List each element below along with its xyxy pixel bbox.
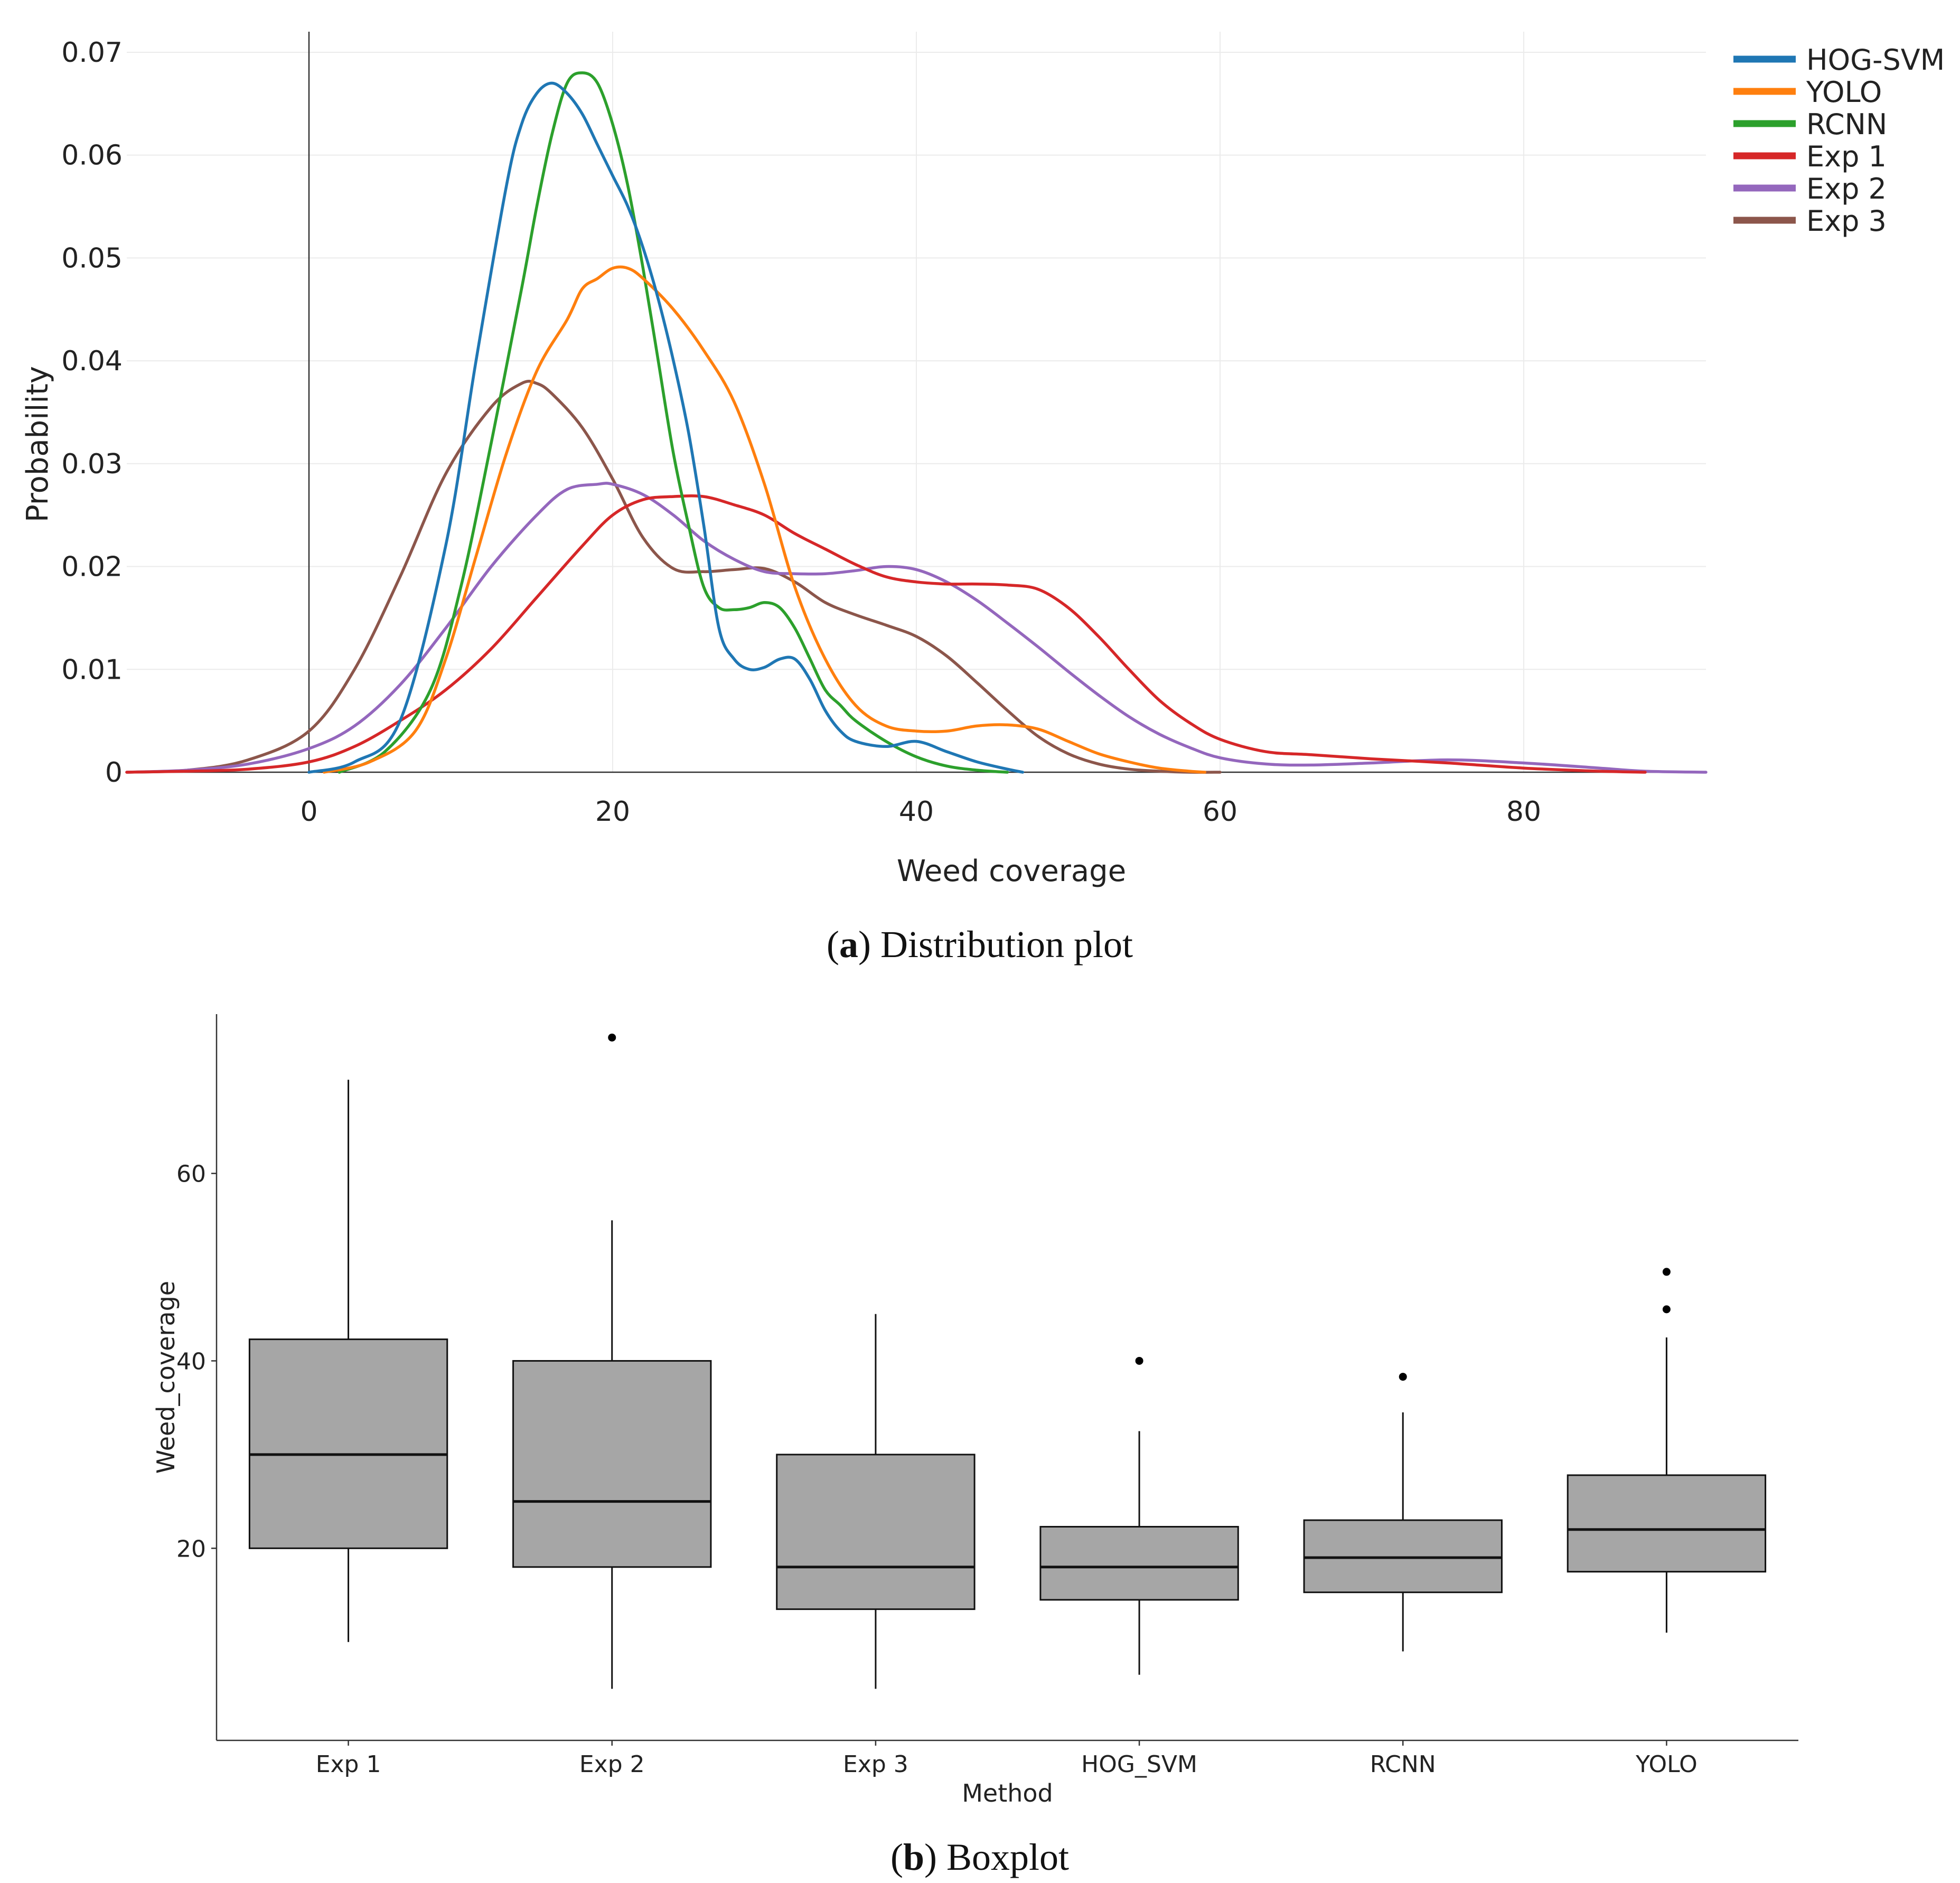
boxplot-x-tick-label: Exp 2 — [579, 1751, 645, 1778]
boxplot-x-tick-label: Exp 1 — [316, 1751, 381, 1778]
y-tick-label: 0.02 — [61, 551, 123, 583]
boxplot-tick-labels: 20 40 60 Exp 1 Exp 2 Exp 3 HOG_SVM RCNN YOLO — [176, 1161, 1698, 1778]
y-axis-title: Probability — [21, 366, 55, 522]
box-exp-3 — [776, 1314, 976, 1689]
y-tick-label: 0 — [105, 757, 123, 789]
legend-item-exp-2: Exp 2 — [1733, 172, 1887, 205]
boxplot-y-tick-label: 20 — [176, 1535, 206, 1562]
legend-label: Exp 3 — [1806, 204, 1887, 238]
y-tick-label: 0.03 — [61, 448, 123, 480]
caption-a-text: Distribution plot — [871, 923, 1133, 966]
legend-item-rcnn: RCNN — [1733, 108, 1887, 141]
x-tick-label: 20 — [595, 796, 630, 828]
box-exp-2 — [512, 1033, 712, 1689]
box-body — [1567, 1474, 1767, 1573]
outlier-point — [608, 1033, 616, 1042]
boxplot-y-tick-label: 60 — [176, 1161, 206, 1188]
distribution-plot: 0 0.01 0.02 0.03 0.04 0.05 0.06 0.07 0 20 40 60 80 W… — [21, 32, 1945, 888]
box-exp-1 — [248, 1080, 448, 1642]
outlier-point — [1662, 1268, 1671, 1276]
outlier-point — [1662, 1305, 1671, 1314]
box-body — [248, 1338, 448, 1549]
boxplot: 20 40 60 Exp 1 Exp 2 Exp 3 HOG_SVM RCNN YOLO Met… — [152, 1014, 1798, 1807]
outlier-point — [1399, 1373, 1407, 1381]
box-yolo — [1567, 1268, 1767, 1633]
distribution-axes — [127, 32, 1706, 773]
caption-b-text: Boxplot — [937, 1836, 1069, 1878]
distribution-tick-labels: 0 0.01 0.02 0.03 0.04 0.05 0.06 0.07 0 20 40 60 80 — [61, 37, 1541, 828]
boxplot-x-tick-label: Exp 3 — [843, 1751, 908, 1778]
boxplot-x-tick-label: RCNN — [1370, 1751, 1436, 1778]
x-tick-label: 0 — [300, 796, 317, 828]
distribution-lines — [125, 71, 1708, 774]
box-hog-svm — [1039, 1356, 1239, 1675]
y-tick-label: 0.01 — [61, 654, 123, 686]
legend-label: RCNN — [1806, 108, 1887, 141]
box-body — [1039, 1525, 1239, 1601]
legend-item-exp-3: Exp 3 — [1733, 204, 1887, 238]
x-tick-label: 80 — [1506, 796, 1541, 828]
series-line-exp-1 — [125, 494, 1647, 774]
x-axis-title: Weed coverage — [897, 854, 1126, 888]
series-line-exp-3 — [125, 380, 1222, 774]
y-tick-label: 0.07 — [61, 37, 123, 69]
series-line-hog-svm — [307, 81, 1025, 774]
caption-a-letter: a — [839, 923, 858, 966]
caption-b: (b) Boxplot — [890, 1836, 1069, 1878]
x-tick-label: 60 — [1203, 796, 1237, 828]
box-body — [1303, 1519, 1503, 1594]
caption-b-letter: b — [903, 1836, 924, 1878]
box-body — [512, 1360, 712, 1568]
y-tick-label: 0.05 — [61, 242, 123, 274]
series-line-yolo — [323, 265, 1207, 774]
boxplot-axes — [211, 1014, 1798, 1746]
y-tick-label: 0.04 — [61, 345, 123, 377]
boxplot-boxes — [248, 1033, 1767, 1689]
boxplot-y-tick-label: 40 — [176, 1348, 206, 1375]
legend-label: Exp 2 — [1806, 172, 1887, 205]
box-rcnn — [1303, 1373, 1503, 1652]
boxplot-x-axis-title: Method — [962, 1779, 1053, 1807]
legend-label: YOLO — [1806, 76, 1882, 109]
legend-item-yolo: YOLO — [1733, 76, 1882, 109]
legend-label: Exp 1 — [1806, 140, 1887, 173]
x-tick-label: 40 — [899, 796, 934, 828]
boxplot-x-tick-label: YOLO — [1635, 1751, 1698, 1778]
y-tick-label: 0.06 — [61, 140, 123, 172]
distribution-gridlines — [127, 32, 1706, 773]
series-line-rcnn — [337, 71, 1009, 774]
boxplot-x-tick-label: HOG_SVM — [1081, 1751, 1197, 1778]
caption-a: (a) Distribution plot — [827, 923, 1133, 966]
box-body — [776, 1454, 976, 1610]
legend-item-exp-1: Exp 1 — [1733, 140, 1887, 173]
legend-item-hog-svm: HOG-SVM — [1733, 43, 1945, 77]
outlier-point — [1135, 1356, 1143, 1365]
series-line-exp-2 — [125, 482, 1708, 774]
boxplot-y-axis-title: Weed_coverage — [152, 1281, 180, 1474]
legend-label: HOG-SVM — [1806, 43, 1945, 77]
